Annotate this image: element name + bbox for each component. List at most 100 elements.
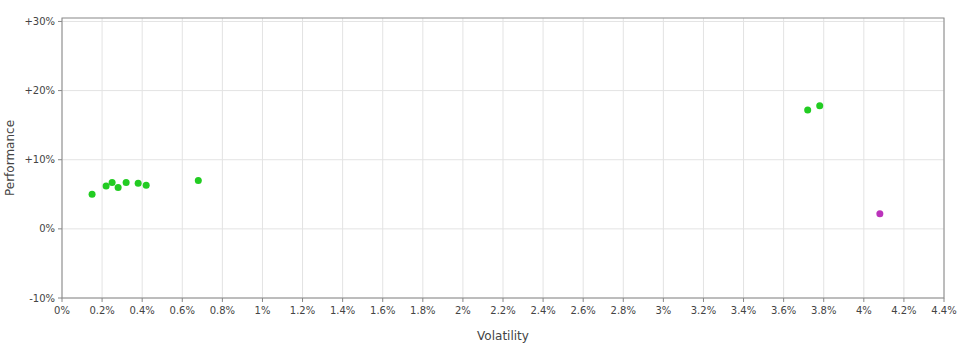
- x-tick-label: 0.2%: [89, 305, 114, 316]
- scatter-point: [195, 177, 202, 184]
- scatter-point: [89, 191, 96, 198]
- grid: [62, 18, 944, 298]
- x-tick-label: 2%: [455, 305, 471, 316]
- x-tick: [743, 298, 744, 302]
- x-grid-line: [382, 18, 383, 298]
- x-tick: [823, 298, 824, 302]
- x-tick-label: 2.8%: [611, 305, 636, 316]
- x-tick: [102, 298, 103, 302]
- x-grid-line: [342, 18, 343, 298]
- chart-svg: 0% 0.2% 0.4% 0.6% 0.8% 1% 1.2% 1.4% 1.6% 1.8% 2% 2.…: [0, 0, 966, 350]
- x-grid-line: [503, 18, 504, 298]
- x-tick-label: 1%: [255, 305, 271, 316]
- x-grid-line: [182, 18, 183, 298]
- y-tick-label: +10%: [24, 154, 55, 165]
- x-grid-line: [903, 18, 904, 298]
- scatter-point: [115, 184, 122, 191]
- x-tick: [142, 298, 143, 302]
- x-tick-label: 3.6%: [771, 305, 796, 316]
- x-tick-label: 1.6%: [370, 305, 395, 316]
- x-tick: [302, 298, 303, 302]
- x-grid-line: [623, 18, 624, 298]
- scatter-point: [804, 106, 811, 113]
- x-grid-line: [102, 18, 103, 298]
- x-tick: [262, 298, 263, 302]
- x-tick-label: 4.4%: [931, 305, 956, 316]
- x-tick: [342, 298, 343, 302]
- x-tick-label: 4%: [856, 305, 872, 316]
- x-tick: [703, 298, 704, 302]
- x-tick: [663, 298, 664, 302]
- y-tick-label: +20%: [24, 85, 55, 96]
- x-grid-line: [302, 18, 303, 298]
- chart-container: 0% 0.2% 0.4% 0.6% 0.8% 1% 1.2% 1.4% 1.6% 1.8% 2% 2.…: [0, 0, 966, 350]
- y-grid-line: [62, 90, 944, 91]
- scatter-point: [135, 180, 142, 187]
- points: [89, 102, 884, 217]
- x-tick: [783, 298, 784, 302]
- x-grid-line: [743, 18, 744, 298]
- y-grid-line: [62, 228, 944, 229]
- x-tick-label: 1.2%: [290, 305, 315, 316]
- y-tick: [58, 21, 62, 22]
- x-tick-label: 0.6%: [170, 305, 195, 316]
- x-tick-label: 0.8%: [210, 305, 235, 316]
- x-tick: [503, 298, 504, 302]
- x-tick-label: 1.8%: [410, 305, 435, 316]
- x-grid-line: [462, 18, 463, 298]
- x-tick: [623, 298, 624, 302]
- scatter-point: [816, 102, 823, 109]
- x-tick: [543, 298, 544, 302]
- x-tick: [863, 298, 864, 302]
- x-grid-line: [703, 18, 704, 298]
- x-grid-line: [863, 18, 864, 298]
- x-tick-label: 2.4%: [530, 305, 555, 316]
- x-grid-line: [583, 18, 584, 298]
- scatter-point: [143, 182, 150, 189]
- y-grid-line: [62, 159, 944, 160]
- x-axis-label: Volatility: [477, 329, 529, 343]
- x-tick-label: 3%: [655, 305, 671, 316]
- x-tick-label: 3.2%: [691, 305, 716, 316]
- y-tick-label: +30%: [24, 16, 55, 27]
- x-grid-line: [823, 18, 824, 298]
- x-tick: [903, 298, 904, 302]
- plot-frame: [62, 18, 944, 298]
- x-tick-label: 3.8%: [811, 305, 836, 316]
- x-tick-label: 2.2%: [490, 305, 515, 316]
- scatter-series: [89, 102, 824, 197]
- y-tick: [58, 298, 62, 299]
- scatter-point: [123, 179, 130, 186]
- scatter-series: [876, 210, 883, 217]
- x-tick-label: 0.4%: [129, 305, 154, 316]
- plot-area: [62, 18, 944, 298]
- x-tick: [422, 298, 423, 302]
- y-tick-label: -10%: [29, 293, 55, 304]
- x-tick: [382, 298, 383, 302]
- x-grid-line: [222, 18, 223, 298]
- x-tick: [222, 298, 223, 302]
- x-tick-label: 0%: [54, 305, 70, 316]
- x-grid-line: [663, 18, 664, 298]
- x-grid-line: [422, 18, 423, 298]
- y-tick-label: 0%: [39, 223, 55, 234]
- x-grid-line: [142, 18, 143, 298]
- x-grid-line: [262, 18, 263, 298]
- x-tick-label: 1.4%: [330, 305, 355, 316]
- x-tick: [62, 298, 63, 302]
- scatter-point: [103, 183, 110, 190]
- y-tick: [58, 228, 62, 229]
- y-tick: [58, 90, 62, 91]
- x-tick: [182, 298, 183, 302]
- y-grid-line: [62, 21, 944, 22]
- y-axis-label: Performance: [3, 120, 17, 196]
- x-grid-line: [543, 18, 544, 298]
- y-tick: [58, 159, 62, 160]
- x-tick: [583, 298, 584, 302]
- x-tick-label: 2.6%: [570, 305, 595, 316]
- x-tick-label: 4.2%: [891, 305, 916, 316]
- x-tick: [462, 298, 463, 302]
- scatter-point: [876, 210, 883, 217]
- x-tick: [944, 298, 945, 302]
- scatter-point: [109, 179, 116, 186]
